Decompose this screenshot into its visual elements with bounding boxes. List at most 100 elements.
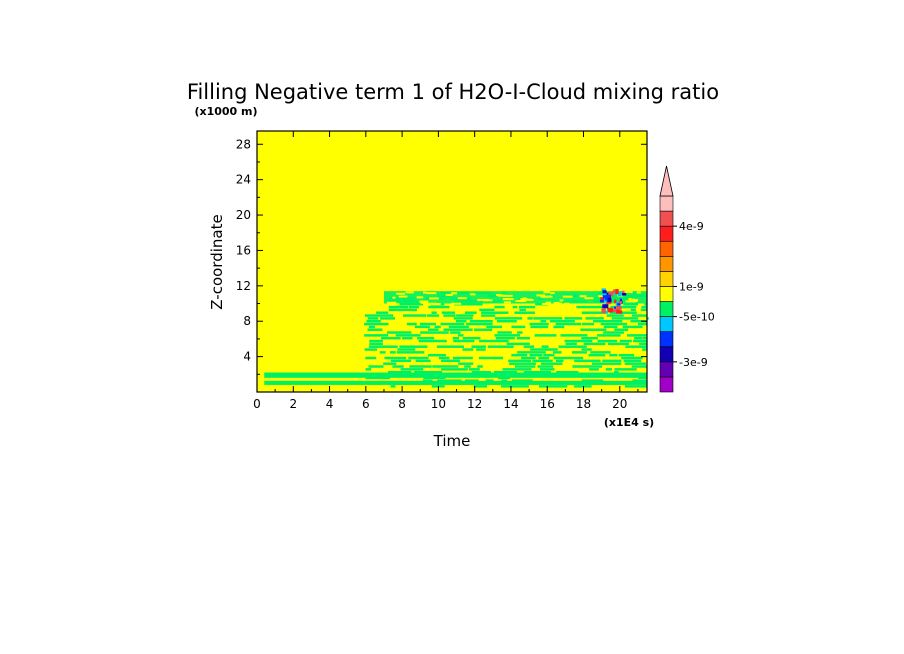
cloud-streak (517, 331, 523, 334)
cloud-streak (437, 379, 462, 382)
cloud-streak (581, 336, 598, 340)
y-tick-label: 24 (236, 173, 251, 187)
cloud-streak (365, 356, 377, 360)
upper-layer-gap (625, 300, 636, 303)
cloud-streak (462, 336, 481, 340)
cloud-streak (512, 305, 518, 309)
x-tick-label: 0 (253, 397, 261, 411)
upper-layer-gap (419, 300, 429, 303)
cloud-streak (609, 353, 618, 357)
cloud-streak (538, 356, 550, 360)
plot-frame (256, 130, 648, 393)
negative-patch-mark (610, 308, 617, 313)
negative-patch-mark (605, 310, 609, 314)
cloud-streak (555, 359, 564, 363)
y-tick-label: 8 (243, 314, 251, 328)
cloud-streak (570, 373, 596, 377)
cloud-streak (611, 317, 639, 320)
upper-layer-gap (478, 298, 484, 301)
upper-layer-gap (483, 298, 490, 301)
cloud-streak (592, 362, 622, 365)
x-tick-label: 6 (362, 397, 370, 411)
upper-layer-gap (543, 291, 551, 294)
cloud-streak (640, 308, 647, 312)
y-tick-label: 12 (236, 279, 251, 293)
cloud-streak (609, 311, 637, 314)
cloud-streak (390, 385, 396, 388)
cloud-streak (584, 382, 594, 385)
cloud-streak (574, 385, 592, 388)
upper-layer-gap (636, 291, 641, 294)
cloud-streak (508, 359, 532, 363)
negative-patch-mark (616, 291, 622, 295)
cloud-streak (485, 379, 494, 382)
cloud-streak (603, 325, 618, 329)
cloud-streak (506, 342, 530, 346)
cloud-streak (390, 359, 412, 363)
negative-patch-mark (602, 290, 607, 295)
cloud-streak (501, 385, 529, 388)
colorbar-swatch (659, 225, 674, 242)
cloud-streak (614, 328, 629, 331)
negative-patch-mark (601, 308, 606, 314)
cloud-streak (418, 339, 447, 343)
cloud-streak (581, 379, 604, 382)
x-unit-note: (x1E4 s) (604, 416, 654, 429)
y-tick-label: 28 (236, 137, 251, 151)
cloud-streak (486, 325, 502, 329)
negative-patch-mark (615, 289, 619, 295)
negative-patch-mark (616, 310, 623, 314)
cloud-streak (494, 305, 505, 309)
upper-layer-gap (598, 295, 607, 298)
cloud-streak (400, 368, 424, 371)
cloud-streak (436, 345, 464, 348)
negative-patch-mark (601, 288, 606, 292)
colorbar-swatch (659, 301, 674, 317)
cloud-streak (616, 373, 645, 377)
cloud-streak (408, 356, 429, 360)
cloud-streak (368, 325, 375, 329)
cloud-streak (420, 331, 449, 334)
cloud-streak (637, 322, 647, 326)
cloud-streak (414, 370, 443, 374)
cloud-streak (440, 322, 465, 326)
region-3 (599, 288, 627, 314)
cloud-streak (397, 302, 424, 306)
cloud-streak (469, 319, 493, 323)
upper-layer-gap (429, 303, 441, 306)
cloud-streak (603, 331, 624, 334)
cloud-streak (607, 342, 630, 346)
cloud-streak (623, 359, 642, 363)
colorbar-extend-arrow (659, 165, 674, 197)
plot-area (256, 130, 649, 393)
cloud-streak (571, 351, 587, 354)
cloud-streak (409, 365, 432, 368)
upper-layer-gap (584, 297, 594, 300)
x-tick-label: 4 (326, 397, 334, 411)
negative-patch-mark (618, 301, 622, 304)
upper-layer-gap (498, 294, 506, 297)
cloud-streak (593, 319, 623, 323)
cloud-streak (597, 334, 621, 337)
x-tick-label: 14 (503, 397, 518, 411)
cloud-streak (474, 382, 490, 385)
x-ticks: 0 2 4 6 8 10 12 14 16 18 20 (253, 131, 639, 411)
cloud-streak (397, 348, 416, 351)
cloud-streak (527, 317, 533, 320)
cloud-streak (365, 368, 372, 371)
cloud-streak (630, 319, 647, 323)
cloud-streak (605, 368, 612, 371)
colorbar-swatch (659, 256, 674, 272)
cloud-streak (537, 365, 554, 368)
cloud-streak (602, 359, 622, 363)
cloud-streak (380, 317, 396, 320)
cloud-streak (466, 322, 493, 326)
cloud-streak (642, 348, 647, 351)
cloud-streak (630, 308, 636, 312)
cloud-streak (590, 351, 611, 354)
cloud-streak (477, 365, 483, 368)
cloud-streak (369, 342, 383, 346)
cloud-streak (509, 362, 536, 365)
cloud-streak (411, 382, 442, 385)
